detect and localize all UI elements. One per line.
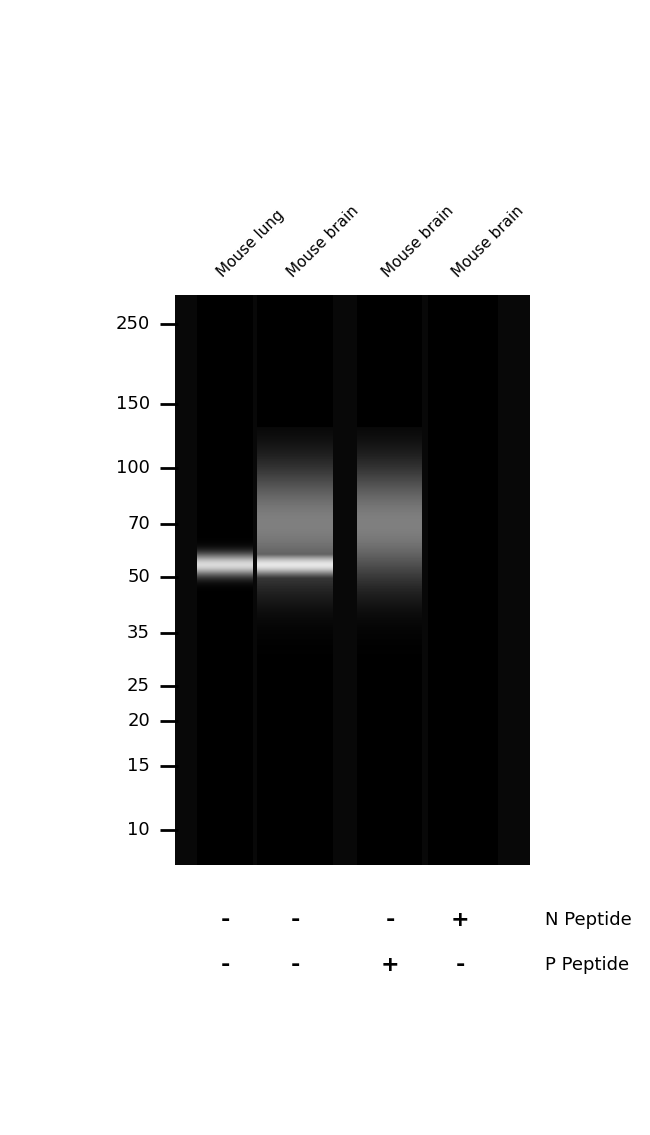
Text: -: - <box>455 955 465 975</box>
Text: -: - <box>385 910 395 930</box>
Text: -: - <box>220 910 229 930</box>
Text: 20: 20 <box>127 712 150 730</box>
Text: 100: 100 <box>116 459 150 477</box>
Text: 15: 15 <box>127 757 150 775</box>
Text: P Peptide: P Peptide <box>545 956 629 974</box>
Text: -: - <box>291 955 300 975</box>
Bar <box>175 295 197 865</box>
Text: 25: 25 <box>127 676 150 695</box>
Text: N Peptide: N Peptide <box>545 911 632 930</box>
Text: Mouse brain: Mouse brain <box>449 203 526 280</box>
Text: 50: 50 <box>127 568 150 586</box>
Bar <box>498 295 530 865</box>
Text: +: + <box>450 910 469 930</box>
Bar <box>175 295 530 865</box>
Text: Mouse lung: Mouse lung <box>214 208 287 280</box>
Text: 10: 10 <box>127 821 150 839</box>
Bar <box>422 295 428 865</box>
Text: -: - <box>220 955 229 975</box>
Text: -: - <box>291 910 300 930</box>
Bar <box>343 295 357 865</box>
Text: 70: 70 <box>127 515 150 532</box>
Bar <box>253 295 257 865</box>
Text: 250: 250 <box>116 314 150 333</box>
Text: Mouse brain: Mouse brain <box>380 203 456 280</box>
Text: 150: 150 <box>116 395 150 413</box>
Text: 35: 35 <box>127 624 150 642</box>
Text: +: + <box>381 955 399 975</box>
Text: Mouse brain: Mouse brain <box>285 203 361 280</box>
